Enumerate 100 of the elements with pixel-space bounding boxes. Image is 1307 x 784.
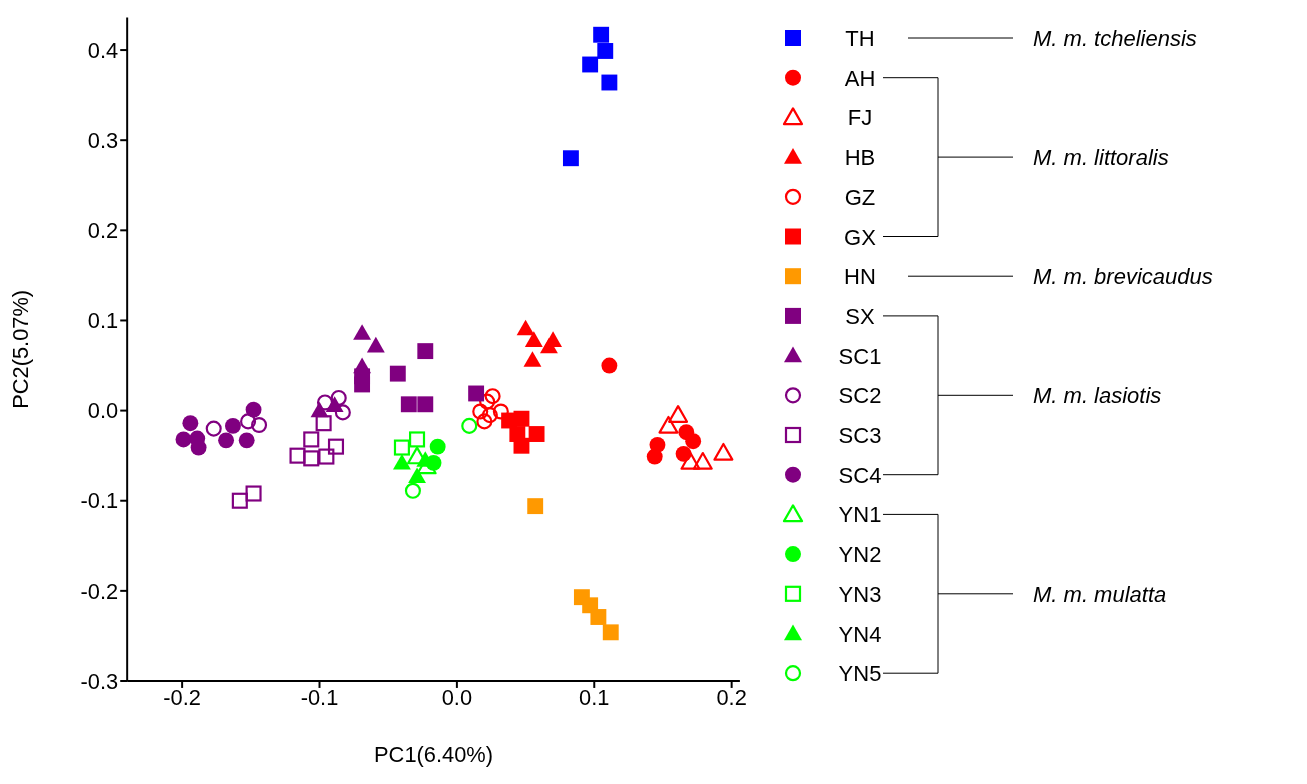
point — [601, 357, 618, 374]
x-tick-label: -0.2 — [163, 685, 201, 711]
y-axis-title: PC2(5.07%) — [7, 289, 33, 409]
y-tick-label: -0.1 — [80, 488, 119, 514]
point — [668, 405, 689, 423]
legend-label: SC2 — [838, 383, 882, 409]
point — [527, 498, 544, 515]
legend-label: GZ — [844, 184, 876, 210]
point — [245, 485, 262, 502]
legend-label: SC4 — [838, 462, 882, 488]
point — [479, 393, 496, 410]
y-tick-label: -0.2 — [80, 578, 119, 604]
legend-label: YN1 — [838, 502, 882, 528]
point — [218, 432, 235, 449]
point — [539, 337, 558, 354]
point — [472, 403, 489, 420]
legend-label: YN5 — [838, 661, 882, 687]
y-tick-label: 0.2 — [87, 218, 119, 244]
point — [231, 492, 248, 509]
text: M. m. lasiotis — [1032, 383, 1162, 409]
legend-label: AH — [844, 65, 876, 91]
point — [513, 437, 530, 454]
point — [393, 439, 410, 456]
point — [240, 413, 257, 430]
point — [461, 417, 478, 434]
point — [484, 388, 501, 405]
legend-label: YN3 — [838, 581, 882, 607]
point — [409, 431, 426, 448]
point — [303, 431, 320, 448]
point — [593, 26, 610, 43]
legend-label: TH — [845, 26, 875, 51]
point — [476, 413, 493, 430]
y-tick-label: 0.0 — [87, 398, 119, 424]
point — [303, 450, 320, 467]
legend-label: SC1 — [838, 343, 882, 369]
point — [513, 410, 530, 427]
point — [175, 431, 192, 448]
legend-label: SC3 — [838, 423, 882, 448]
point — [516, 319, 535, 336]
text: M. m. mulatta — [1032, 581, 1166, 607]
y-tick-label: 0.3 — [87, 127, 119, 153]
point — [353, 357, 372, 374]
point — [417, 343, 434, 360]
point — [238, 432, 255, 449]
point — [523, 351, 542, 367]
point — [330, 389, 347, 407]
point — [528, 426, 545, 442]
x-tick-label: -0.1 — [300, 685, 339, 711]
point — [404, 482, 421, 499]
x-axis-title: PC1(6.40%) — [374, 742, 493, 768]
point — [602, 624, 619, 641]
point — [251, 416, 268, 434]
point — [389, 365, 406, 382]
point — [590, 609, 607, 625]
point — [524, 331, 543, 347]
legend-label: FJ — [847, 105, 872, 131]
point — [582, 56, 599, 73]
point — [327, 438, 345, 455]
text: M. m. brevicaudus — [1032, 264, 1213, 290]
text: M. m. littoralis — [1032, 145, 1169, 171]
x-tick-label: 0.1 — [579, 685, 610, 711]
point — [685, 433, 702, 450]
legend-label: GX — [843, 224, 876, 250]
legend-label: YN2 — [838, 542, 882, 568]
point — [245, 401, 262, 418]
point — [597, 43, 614, 59]
point — [393, 453, 411, 470]
point — [205, 420, 222, 437]
point — [315, 415, 332, 432]
point — [481, 407, 498, 424]
point — [354, 376, 371, 393]
point — [225, 417, 241, 434]
point — [417, 396, 434, 413]
point — [400, 396, 417, 413]
point — [289, 447, 306, 464]
point — [680, 451, 701, 470]
text: M. m. tcheliensis — [1032, 26, 1197, 51]
x-tick-label: 0.0 — [441, 685, 473, 711]
point — [601, 74, 618, 91]
point — [646, 448, 663, 465]
point — [562, 150, 579, 167]
point — [468, 385, 485, 402]
point — [408, 467, 426, 484]
y-tick-label: 0.4 — [87, 37, 119, 63]
y-tick-label: -0.3 — [80, 668, 119, 694]
point — [318, 448, 335, 465]
point — [182, 415, 199, 432]
point — [692, 451, 713, 470]
point — [658, 415, 679, 434]
legend-label: HB — [844, 145, 876, 171]
y-tick-label: 0.1 — [87, 308, 119, 334]
point — [713, 442, 734, 461]
legend-label: HN — [843, 264, 876, 290]
point — [492, 403, 509, 420]
legend-label: SX — [845, 303, 875, 329]
point — [366, 336, 385, 353]
x-tick-label: 0.2 — [716, 685, 747, 711]
point — [334, 404, 351, 421]
legend-label: YN4 — [838, 621, 882, 647]
point — [353, 324, 372, 340]
